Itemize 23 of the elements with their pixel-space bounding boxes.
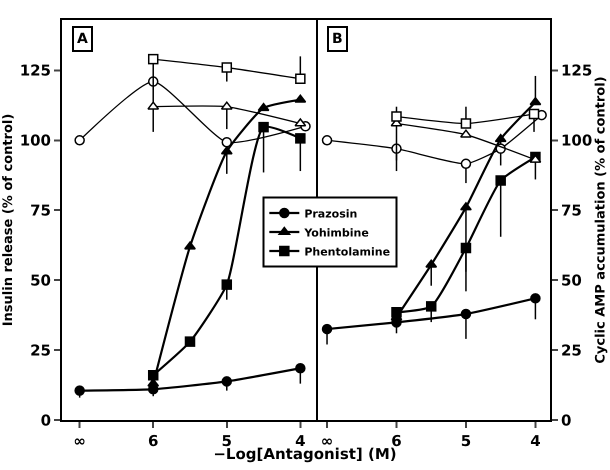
annotation: A — [77, 31, 88, 47]
y-tick-label: 100 — [20, 132, 51, 150]
x-tick-label: 6 — [148, 432, 158, 450]
annotation: B — [332, 31, 343, 47]
legend-label: Prazosin — [304, 207, 358, 220]
y-tick-label: 25 — [561, 341, 582, 360]
y-tick-label: 75 — [30, 201, 51, 220]
x-tick-label: ∞ — [73, 432, 86, 450]
y-tick-label: 25 — [30, 341, 51, 360]
x-tick-label: 4 — [530, 432, 541, 450]
legend-label: Phentolamine — [304, 245, 390, 258]
y-tick-label: 0 — [40, 411, 51, 430]
y-axis-title: Cyclic AMP accumulation (% of control) — [593, 76, 608, 364]
y-tick-label: 100 — [561, 132, 592, 150]
legend-label: Yohimbine — [303, 226, 369, 240]
x-tick-label: 5 — [460, 432, 472, 450]
y-tick-label: 50 — [561, 271, 582, 290]
y-tick-label: 0 — [561, 411, 572, 430]
y-tick-label: 125 — [20, 62, 51, 80]
y-tick-label: 75 — [561, 201, 582, 220]
y-axis-title: Insulin release (% of control) — [1, 114, 16, 326]
y-tick-label: 50 — [30, 271, 51, 290]
y-tick-label: 125 — [561, 62, 592, 80]
